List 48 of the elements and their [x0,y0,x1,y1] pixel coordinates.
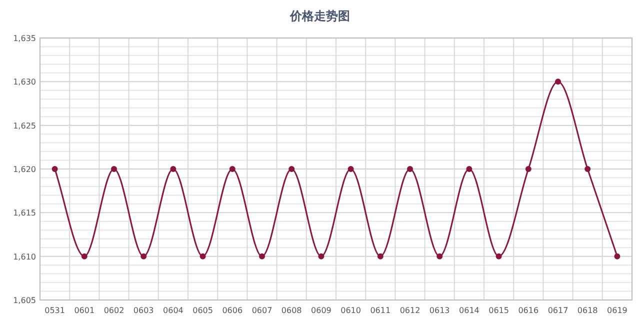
point [436,253,443,260]
point [407,166,413,172]
point [496,253,502,260]
point [52,166,58,172]
point [140,253,147,260]
y-tick-label: 1,605 [13,296,36,305]
x-tick-label: 0619 [607,306,628,315]
x-tick-label: 0616 [518,306,539,315]
point [377,253,384,260]
x-tick-label: 0606 [222,306,243,315]
x-tick-label: 0617 [548,306,568,315]
x-tick-label: 0604 [163,306,184,315]
x-tick-label: 0602 [104,306,124,315]
x-tick-label: 0613 [429,306,450,315]
point [200,253,206,260]
y-tick-label: 1,610 [13,252,36,262]
point [614,253,620,260]
x-tick-label: 0531 [44,306,65,315]
point [318,253,324,260]
x-tick-label: 0615 [488,306,509,315]
point [555,78,561,85]
y-tick-label: 1,615 [13,208,36,218]
x-tick-label: 0611 [370,306,391,315]
point [348,166,354,172]
point [259,253,265,260]
x-tick-label: 0607 [252,306,272,315]
point [229,166,236,172]
point [466,166,472,172]
point [584,166,591,172]
y-tick-label: 1,630 [13,78,36,87]
point [288,166,295,172]
y-tick-label: 1,620 [13,165,36,174]
x-tick-label: 0601 [74,306,95,315]
y-tick-label: 1,625 [13,121,36,130]
point [111,166,117,172]
x-tick-label: 0605 [192,306,213,315]
x-tick-label: 0603 [133,306,154,315]
x-tick-label: 0610 [340,306,361,315]
chart-title: 价格走势图 [289,9,350,23]
x-tick-label: 0609 [311,306,332,315]
x-tick-label: 0608 [281,306,302,315]
y-tick-label: 1,635 [13,34,36,43]
point [170,166,176,172]
point [525,166,532,172]
x-tick-label: 0618 [577,306,598,315]
point [81,253,88,260]
x-tick-label: 0612 [400,306,420,315]
x-tick-label: 0614 [459,306,480,315]
